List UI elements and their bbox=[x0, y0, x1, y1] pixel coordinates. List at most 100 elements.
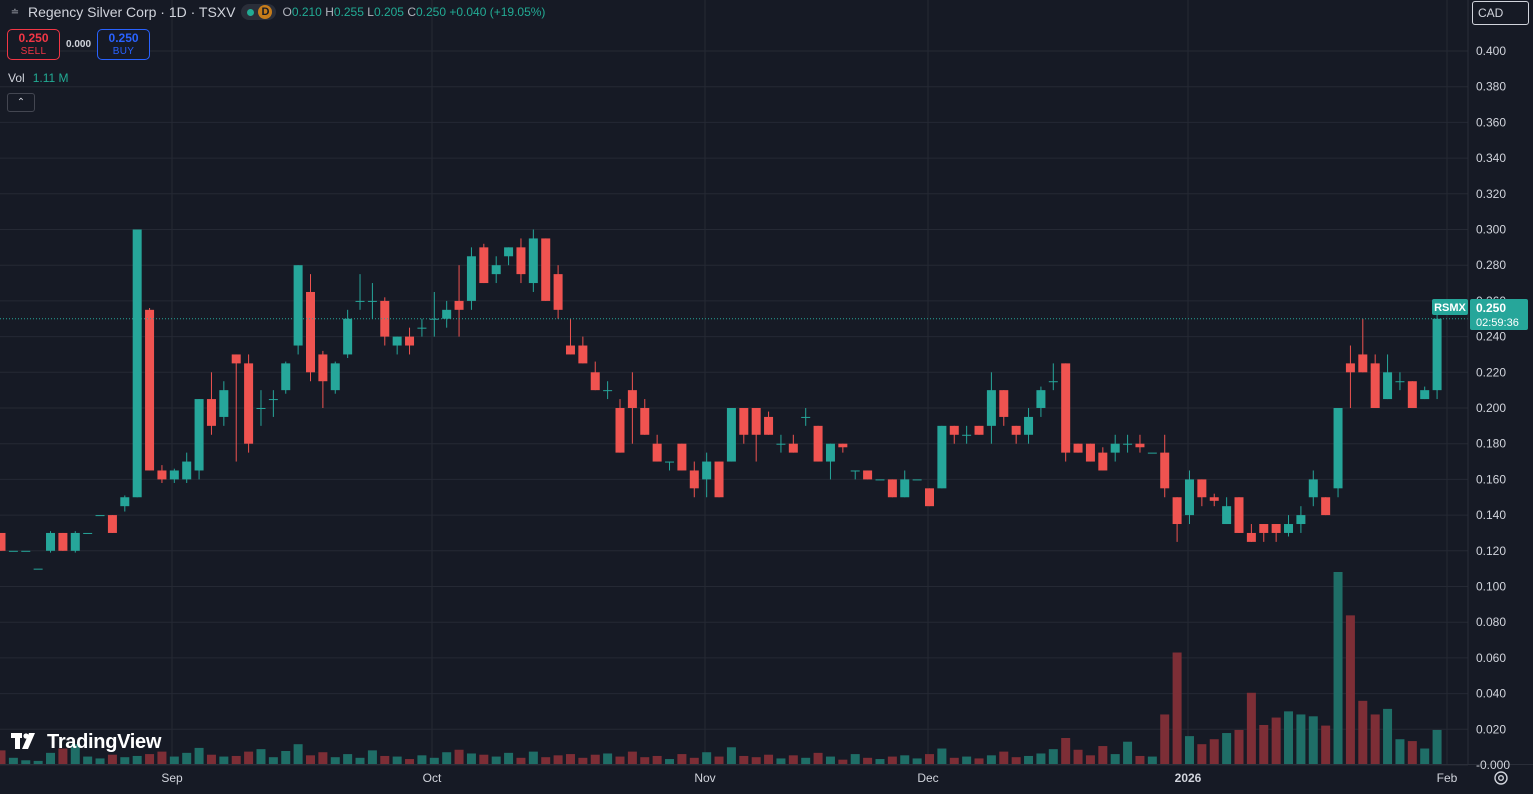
candle-body bbox=[157, 470, 167, 480]
settings-gear-icon[interactable] bbox=[1492, 769, 1510, 787]
candle-body bbox=[986, 390, 996, 426]
time-tick-label: Nov bbox=[694, 771, 715, 785]
price-tick-label: 0.120 bbox=[1476, 544, 1506, 558]
volume-bar bbox=[875, 759, 885, 764]
price-axis[interactable]: 0.4000.3800.3600.3400.3200.3000.2800.260… bbox=[1476, 44, 1510, 772]
volume-bar bbox=[825, 756, 835, 764]
candle bbox=[466, 247, 476, 310]
candle-body bbox=[776, 443, 786, 445]
candle bbox=[107, 515, 117, 533]
candle bbox=[132, 229, 142, 498]
candle bbox=[578, 336, 588, 364]
candle-body bbox=[1358, 354, 1368, 373]
volume-bar bbox=[1172, 652, 1182, 764]
volume-bar bbox=[318, 752, 328, 764]
candle bbox=[380, 297, 390, 346]
bar-countdown: 02:59:36 bbox=[1476, 317, 1519, 329]
candle bbox=[553, 265, 563, 319]
market-status-pill[interactable]: D bbox=[241, 4, 277, 20]
volume-bar bbox=[21, 760, 31, 764]
candle bbox=[1407, 381, 1417, 408]
volume-bar bbox=[1296, 714, 1306, 764]
candle-body bbox=[578, 345, 588, 364]
collapse-legend-button[interactable]: ⌃ bbox=[7, 93, 35, 112]
candle bbox=[454, 265, 464, 337]
volume-bar bbox=[1123, 741, 1133, 764]
candle-body bbox=[553, 274, 563, 310]
volume-bar bbox=[937, 748, 947, 764]
volume-bar bbox=[281, 750, 291, 764]
volume-bar bbox=[1383, 708, 1393, 764]
sell-button[interactable]: 0.250 SELL bbox=[7, 29, 60, 60]
candle-body bbox=[442, 309, 452, 319]
candle-body bbox=[825, 443, 835, 462]
candle bbox=[8, 550, 18, 552]
candle bbox=[293, 265, 303, 355]
volume-bar bbox=[689, 757, 699, 764]
volume-value: 1.11 M bbox=[32, 71, 69, 85]
price-tick-label: 0.060 bbox=[1476, 651, 1506, 665]
candle bbox=[813, 425, 823, 462]
volume-bar bbox=[1271, 717, 1281, 764]
price-tick-label: 0.300 bbox=[1476, 223, 1506, 237]
volume-bars bbox=[0, 572, 1442, 764]
time-axis[interactable]: Sep Oct Nov Dec 2026 Feb bbox=[161, 771, 1457, 785]
candle bbox=[1098, 447, 1108, 471]
candle bbox=[169, 468, 179, 483]
price-tick-label: 0.280 bbox=[1476, 258, 1506, 272]
volume-bar bbox=[677, 754, 687, 764]
symbol-title[interactable]: Regency Silver Corp · 1D · TSXV bbox=[28, 4, 236, 20]
candle-body bbox=[145, 309, 155, 471]
candle bbox=[603, 381, 613, 400]
candle-body bbox=[429, 318, 439, 320]
candle bbox=[417, 318, 427, 337]
candle bbox=[182, 452, 192, 483]
volume-bar bbox=[1407, 741, 1417, 764]
currency-selector[interactable]: CAD bbox=[1472, 1, 1529, 25]
candle bbox=[83, 532, 93, 534]
volume-bar bbox=[1308, 716, 1318, 764]
close-label: C bbox=[407, 5, 416, 19]
candle-body bbox=[466, 256, 476, 301]
candle bbox=[318, 350, 328, 408]
volume-bar bbox=[1284, 711, 1294, 764]
candle-body bbox=[1160, 452, 1170, 489]
candle-body bbox=[887, 479, 897, 498]
volume-label: Vol bbox=[8, 71, 25, 85]
candle-body bbox=[1147, 452, 1157, 454]
open-label: O bbox=[282, 5, 292, 19]
candle-body bbox=[0, 532, 6, 551]
volume-bar bbox=[256, 749, 266, 764]
candle bbox=[825, 443, 835, 480]
candle-body bbox=[1061, 363, 1071, 453]
time-tick-label: 2026 bbox=[1175, 771, 1202, 785]
volume-bar bbox=[912, 758, 922, 764]
volume-bar bbox=[813, 752, 823, 764]
volume-legend[interactable]: Vol 1.11 M bbox=[8, 71, 68, 85]
open-value: 0.210 bbox=[291, 5, 322, 19]
candle-body bbox=[1345, 363, 1355, 373]
candle bbox=[479, 243, 489, 284]
buy-label: BUY bbox=[112, 45, 135, 57]
buy-button[interactable]: 0.250 BUY bbox=[97, 29, 151, 60]
symbol-legend: ≐ Regency Silver Corp · 1D · TSXV D O0.2… bbox=[8, 3, 545, 21]
candle bbox=[1246, 524, 1256, 542]
candle bbox=[1432, 309, 1442, 400]
candle bbox=[429, 291, 439, 337]
candle-body bbox=[479, 247, 489, 284]
candle-body bbox=[900, 479, 910, 498]
candle bbox=[702, 452, 712, 498]
candle-body bbox=[405, 336, 415, 346]
candle bbox=[21, 550, 31, 552]
volume-bar bbox=[95, 758, 105, 764]
interval-badge: D bbox=[258, 5, 273, 19]
candle-body bbox=[293, 265, 303, 346]
volume-bar bbox=[887, 756, 897, 764]
volume-bar bbox=[578, 757, 588, 764]
volume-bar bbox=[1110, 754, 1120, 764]
candle-body bbox=[1098, 452, 1108, 471]
tradingview-logo[interactable]: TradingView bbox=[11, 730, 161, 755]
volume-bar bbox=[1259, 724, 1269, 764]
time-tick-label: Oct bbox=[423, 771, 442, 785]
